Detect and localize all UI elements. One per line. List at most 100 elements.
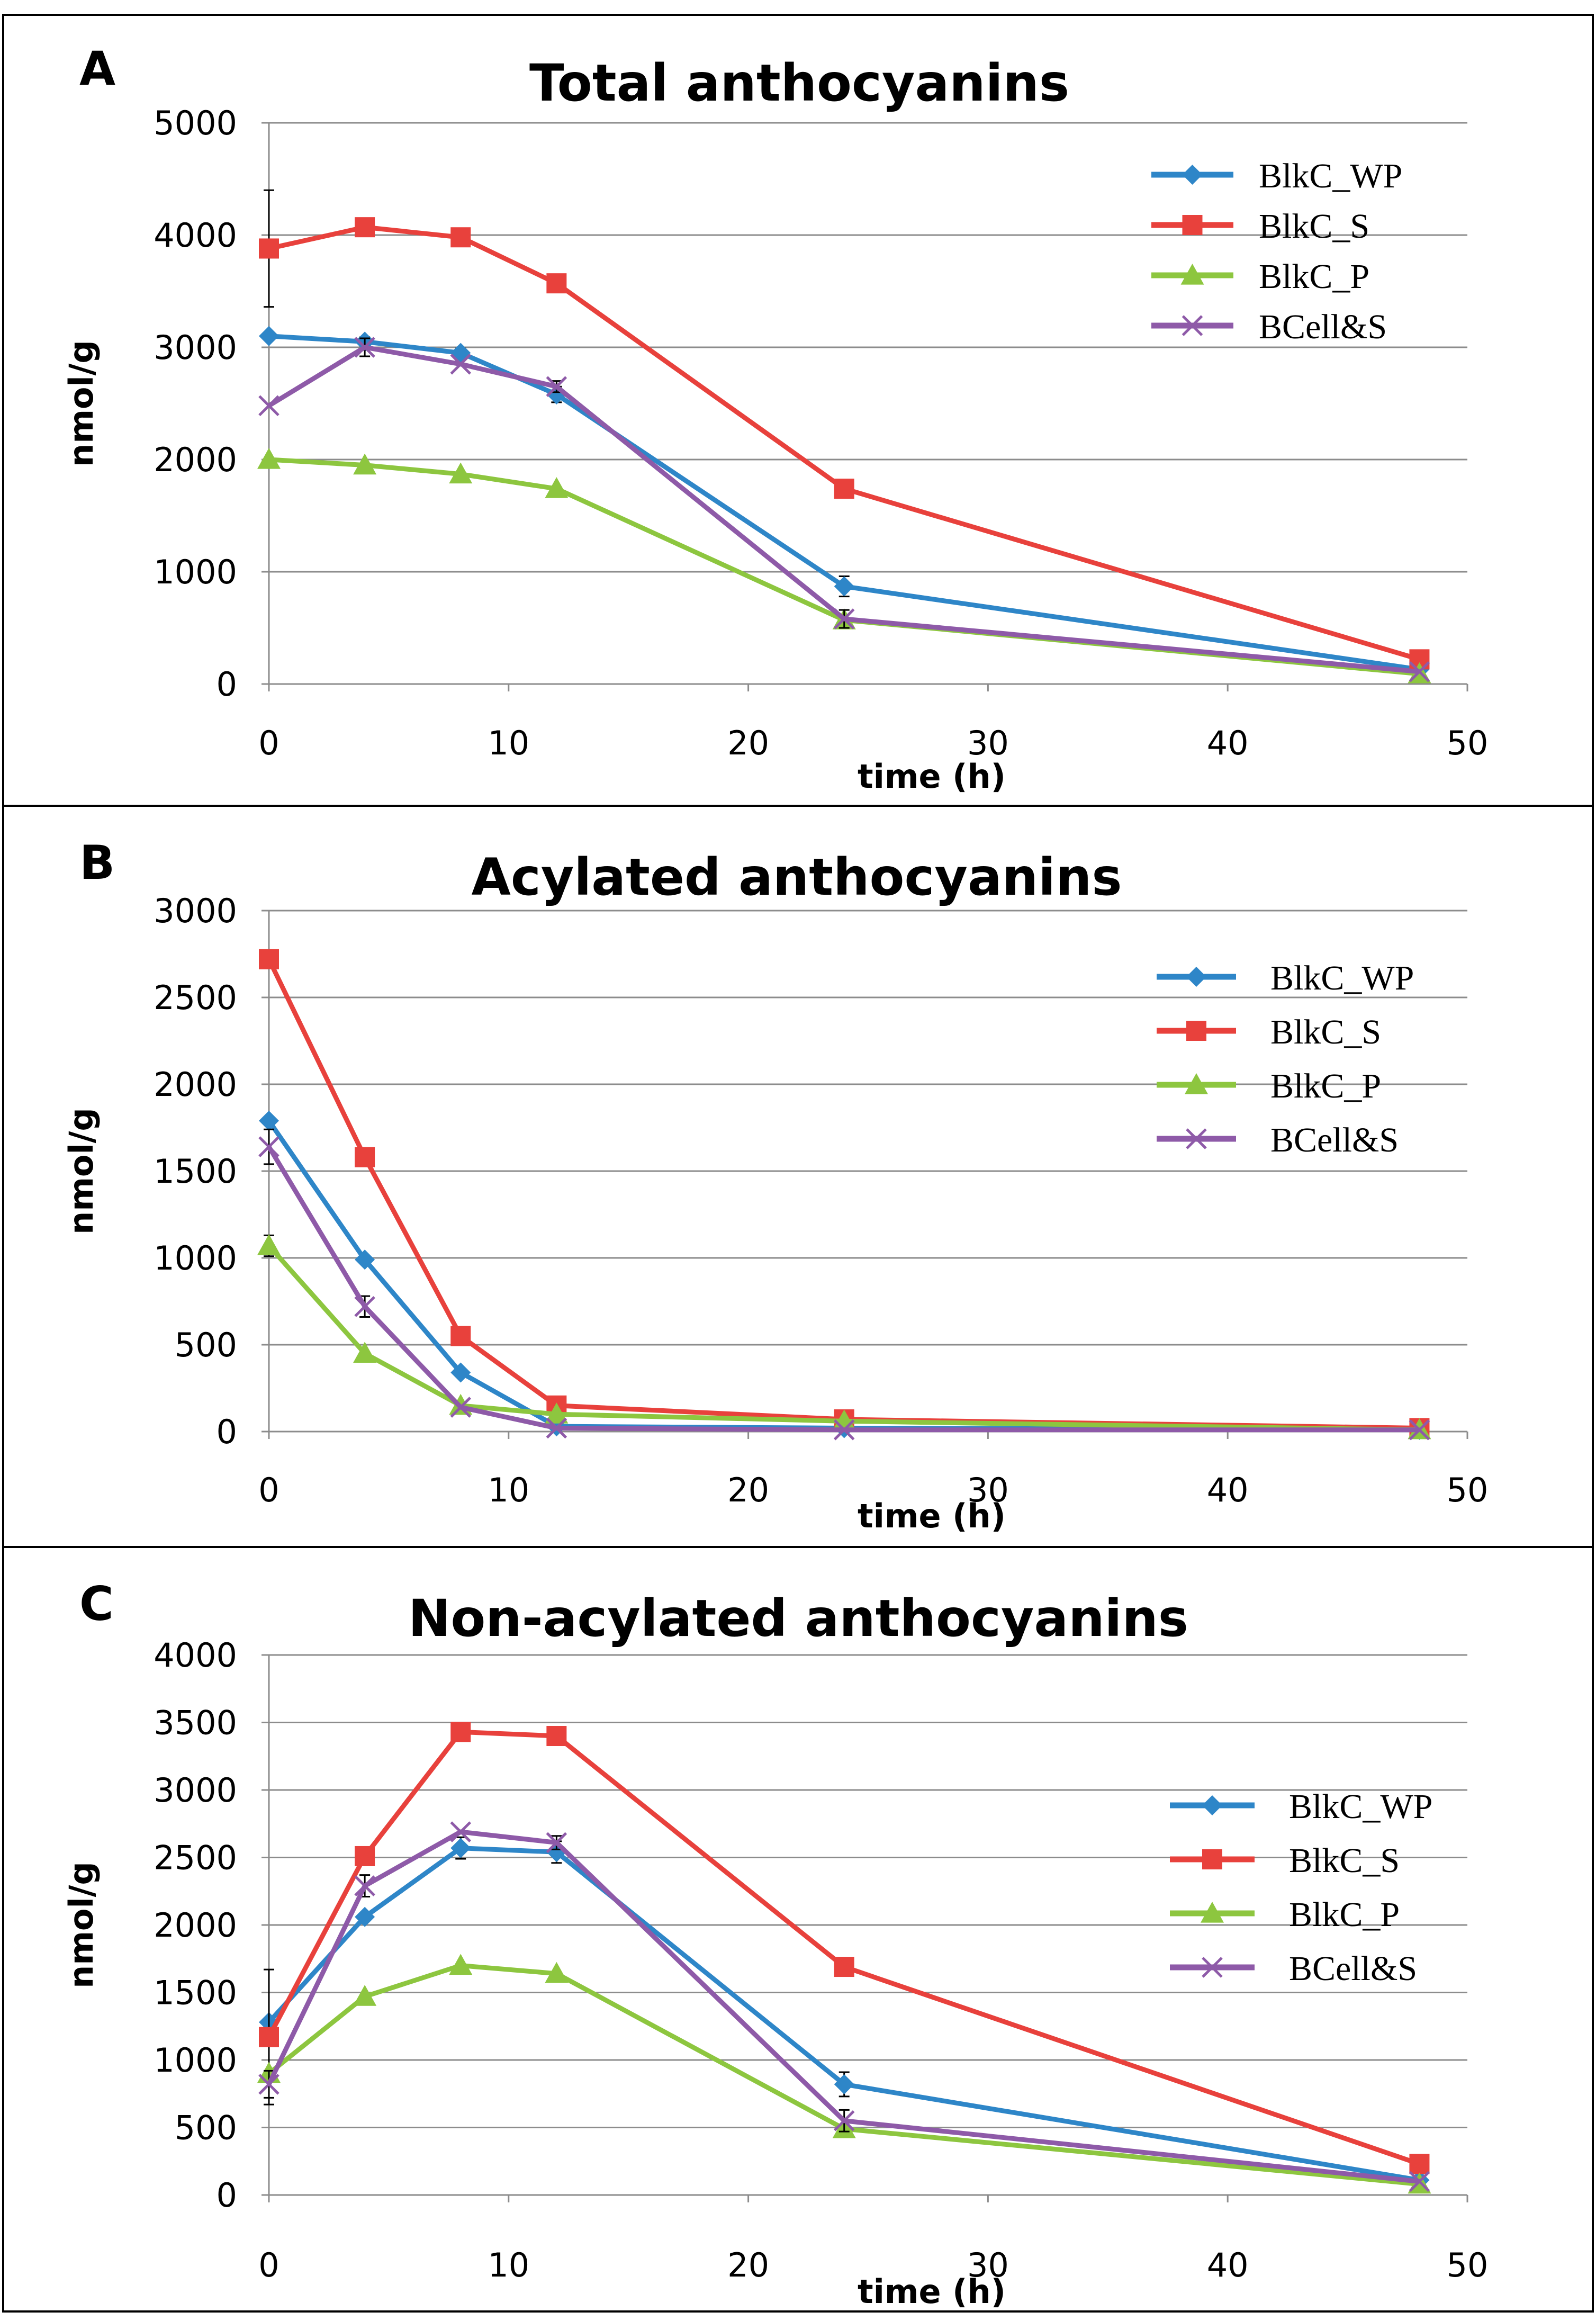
- data-point: [833, 608, 855, 629]
- y-tick-label: 500: [175, 1326, 237, 1364]
- x-axis-label: time (h): [858, 2272, 1006, 2311]
- y-tick-label: 1500: [154, 1152, 237, 1191]
- data-point: [545, 477, 569, 498]
- y-tick-label: 1000: [154, 1239, 237, 1278]
- data-point: [355, 1906, 375, 1927]
- data-point-stroke: [833, 2110, 855, 2131]
- y-tick-label: 2500: [154, 1839, 237, 1877]
- y-tick-label: 0: [217, 665, 237, 704]
- data-point: [1409, 2171, 1430, 2192]
- data-point: [450, 227, 471, 248]
- data-point: [259, 1110, 279, 1131]
- chart-panel-B: B Acylated anthocyanins050010001500200025…: [62, 835, 1488, 1535]
- y-tick-label: 3500: [154, 1704, 237, 1742]
- x-tick-label: 20: [727, 2246, 769, 2284]
- series-BlkC_S: [259, 949, 1430, 1438]
- data-point: [259, 2027, 279, 2047]
- chart-title: Total anthocyanins: [529, 53, 1069, 113]
- data-point: [258, 2074, 279, 2095]
- data-point-stroke: [1409, 1419, 1430, 1441]
- x-tick-label: 0: [258, 1471, 279, 1509]
- data-point: [257, 1234, 281, 1255]
- legend-swatch-marker: [1180, 264, 1204, 285]
- data-point: [546, 1726, 567, 1746]
- data-point: [450, 1362, 471, 1383]
- data-point-stroke: [450, 1821, 472, 1842]
- panel-letter: A: [79, 41, 115, 96]
- legend-label: BCell&S: [1270, 1121, 1399, 1159]
- x-tick-label: 10: [488, 2246, 529, 2284]
- x-tick-label: 10: [488, 1471, 529, 1509]
- data-point: [259, 326, 279, 346]
- data-point: [355, 1249, 375, 1270]
- data-point: [450, 354, 472, 375]
- y-tick-label: 3000: [154, 328, 237, 367]
- chart-title: Acylated anthocyanins: [472, 848, 1122, 907]
- legend-label: BlkC_WP: [1259, 157, 1402, 195]
- data-point: [450, 1821, 472, 1842]
- data-point: [355, 1846, 375, 1866]
- legend-label: BlkC_S: [1270, 1013, 1381, 1051]
- y-tick-label: 3000: [154, 1771, 237, 1810]
- data-point: [353, 1342, 377, 1363]
- figure-frame: [2, 14, 1594, 2313]
- x-tick-label: 0: [258, 724, 279, 762]
- data-point: [545, 1402, 569, 1424]
- chart-panel-A: A Total anthocyanins 0 1000 2000 3000 4000 5000…: [62, 41, 1488, 796]
- data-point-stroke: [354, 337, 375, 358]
- data-point: [833, 2110, 855, 2131]
- legend-swatch-marker: [1182, 215, 1203, 235]
- panel-letter: C: [79, 1577, 114, 1631]
- series-BlkC_S: [259, 1722, 1430, 2174]
- data-point: [1409, 1419, 1430, 1441]
- x-tick-label: 30: [967, 1471, 1009, 1509]
- y-tick-label: 4000: [154, 1636, 237, 1675]
- y-tick-label: 2000: [154, 1906, 237, 1945]
- y-tick-label: 2500: [154, 978, 237, 1017]
- series-BCell&S: [258, 337, 1430, 682]
- legend-swatch-marker-stroke: [1186, 1128, 1207, 1149]
- data-point: [834, 479, 854, 499]
- legend-label: BlkC_P: [1259, 257, 1369, 296]
- legend-swatch-marker: [1186, 967, 1206, 987]
- data-point-stroke: [833, 1419, 855, 1441]
- data-point: [355, 217, 375, 238]
- data-point: [546, 1417, 567, 1439]
- series-BlkC_P: [257, 1234, 1431, 1440]
- data-point-stroke: [833, 608, 855, 629]
- legend-swatch-marker: [1186, 1021, 1206, 1041]
- chart-panel-C: C Non-acylated anthocyanins05001000150020…: [62, 1577, 1488, 2311]
- data-point: [1409, 661, 1430, 682]
- y-tick-label: 1000: [154, 553, 237, 591]
- data-point: [353, 453, 377, 475]
- y-axis-label: nmol/g: [62, 1108, 101, 1235]
- x-tick-label: 10: [488, 724, 529, 762]
- data-point-stroke: [258, 1136, 279, 1157]
- legend-label: BlkC_S: [1259, 207, 1369, 246]
- legend-label: BCell&S: [1259, 308, 1387, 346]
- legend-label: BlkC_P: [1289, 1895, 1400, 1934]
- x-tick-label: 0: [258, 2246, 279, 2284]
- y-tick-label: 1000: [154, 2041, 237, 2080]
- data-point: [1409, 2154, 1430, 2174]
- data-point: [450, 343, 471, 363]
- data-point: [258, 395, 279, 417]
- series-BlkC_S: [259, 189, 1430, 670]
- x-axis-label: time (h): [858, 757, 1006, 796]
- data-point-stroke: [258, 2074, 279, 2095]
- data-point-stroke: [546, 1832, 567, 1854]
- legend-swatch-marker-stroke: [1182, 315, 1203, 336]
- legend-swatch-marker: [1186, 1128, 1207, 1149]
- data-point: [259, 238, 279, 259]
- legend-label: BCell&S: [1289, 1949, 1417, 1988]
- x-tick-label: 20: [727, 724, 769, 762]
- data-point-stroke: [354, 1875, 375, 1896]
- legend-swatch-marker-stroke: [1202, 1957, 1223, 1978]
- series-line: [267, 1145, 1420, 1433]
- legend-label: BlkC_WP: [1270, 959, 1414, 997]
- series-BCell&S: [258, 1821, 1430, 2192]
- legend: BlkC_WP BlkC_S BlkC_P BCell&S: [1157, 959, 1414, 1159]
- data-point-stroke: [258, 395, 279, 417]
- data-point: [833, 1419, 855, 1441]
- y-tick-label: 2000: [154, 440, 237, 479]
